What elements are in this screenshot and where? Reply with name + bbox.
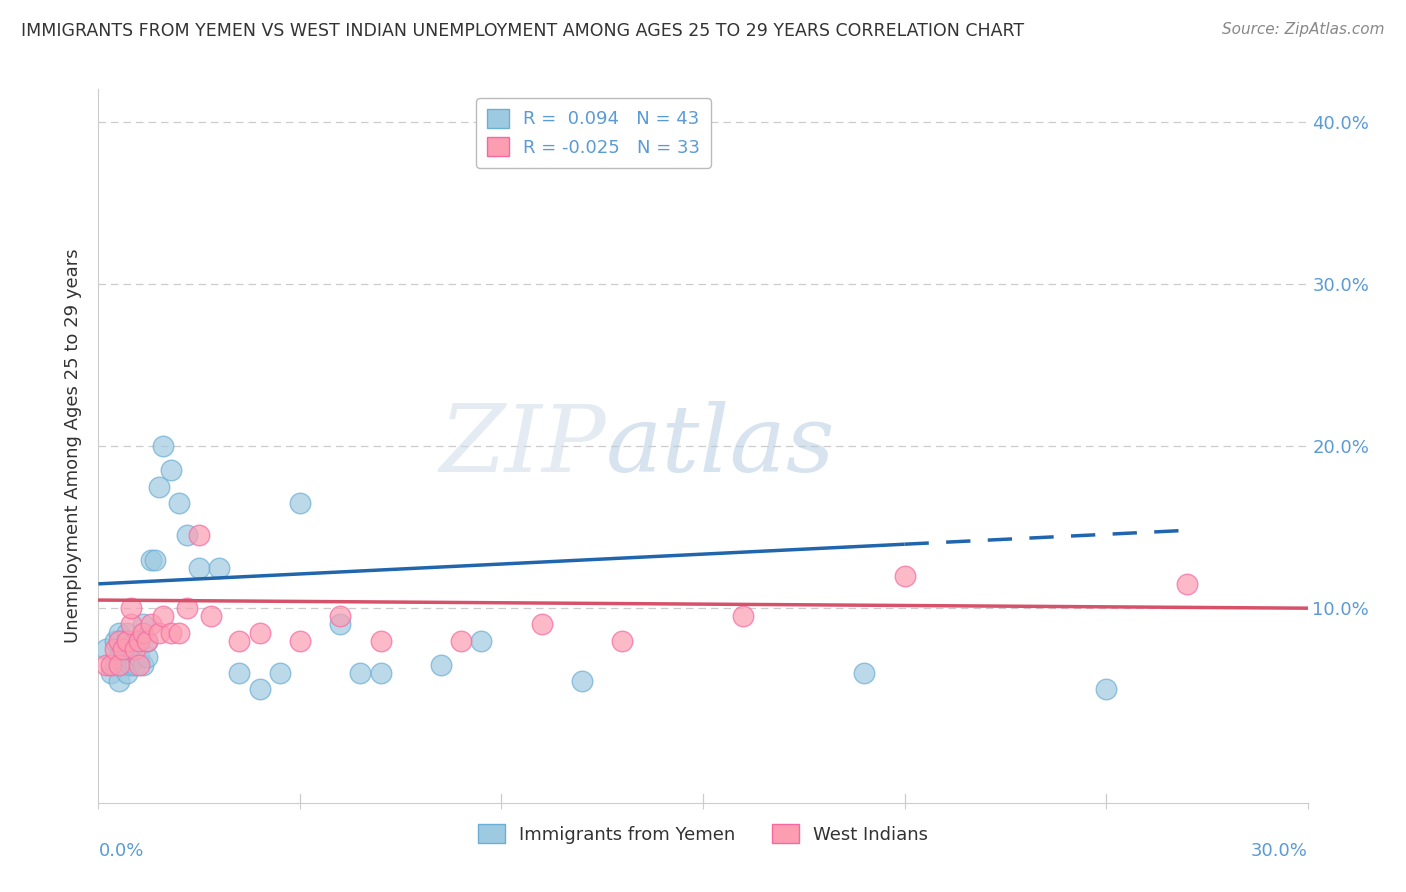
- Point: [111, 641, 134, 656]
- Point: [148, 625, 170, 640]
- Point: [103, 633, 125, 648]
- Point: [853, 666, 876, 681]
- Point: [208, 560, 231, 574]
- Point: [152, 609, 174, 624]
- Point: [733, 609, 755, 624]
- Point: [124, 633, 146, 648]
- Text: ZIP: ZIP: [440, 401, 606, 491]
- Point: [470, 633, 492, 648]
- Point: [288, 496, 311, 510]
- Point: [124, 657, 146, 672]
- Point: [124, 641, 146, 656]
- Point: [160, 625, 183, 640]
- Point: [120, 617, 142, 632]
- Text: atlas: atlas: [606, 401, 835, 491]
- Point: [188, 560, 211, 574]
- Point: [128, 633, 150, 648]
- Point: [103, 641, 125, 656]
- Text: IMMIGRANTS FROM YEMEN VS WEST INDIAN UNEMPLOYMENT AMONG AGES 25 TO 29 YEARS CORR: IMMIGRANTS FROM YEMEN VS WEST INDIAN UNE…: [21, 22, 1024, 40]
- Point: [132, 617, 155, 632]
- Point: [128, 649, 150, 664]
- Point: [111, 641, 134, 656]
- Point: [430, 657, 453, 672]
- Point: [228, 666, 250, 681]
- Point: [115, 625, 138, 640]
- Point: [135, 649, 157, 664]
- Point: [100, 657, 122, 672]
- Point: [370, 666, 392, 681]
- Point: [103, 657, 125, 672]
- Point: [139, 552, 162, 566]
- Point: [893, 568, 915, 582]
- Point: [530, 617, 553, 632]
- Point: [115, 633, 138, 648]
- Point: [167, 625, 190, 640]
- Point: [107, 633, 129, 648]
- Point: [96, 657, 118, 672]
- Text: 30.0%: 30.0%: [1251, 842, 1308, 860]
- Point: [120, 657, 142, 672]
- Legend: Immigrants from Yemen, West Indians: Immigrants from Yemen, West Indians: [471, 817, 935, 851]
- Point: [139, 617, 162, 632]
- Point: [1175, 577, 1198, 591]
- Point: [329, 617, 352, 632]
- Point: [188, 528, 211, 542]
- Point: [228, 633, 250, 648]
- Point: [132, 625, 155, 640]
- Text: 0.0%: 0.0%: [98, 842, 143, 860]
- Y-axis label: Unemployment Among Ages 25 to 29 years: Unemployment Among Ages 25 to 29 years: [63, 249, 82, 643]
- Point: [370, 633, 392, 648]
- Point: [329, 609, 352, 624]
- Point: [107, 649, 129, 664]
- Point: [120, 641, 142, 656]
- Point: [143, 552, 166, 566]
- Point: [176, 601, 198, 615]
- Point: [288, 633, 311, 648]
- Point: [135, 633, 157, 648]
- Point: [128, 633, 150, 648]
- Point: [128, 657, 150, 672]
- Point: [107, 674, 129, 689]
- Point: [450, 633, 472, 648]
- Point: [349, 666, 371, 681]
- Point: [132, 657, 155, 672]
- Point: [148, 479, 170, 493]
- Point: [612, 633, 634, 648]
- Point: [200, 609, 222, 624]
- Point: [167, 496, 190, 510]
- Point: [249, 625, 271, 640]
- Point: [152, 439, 174, 453]
- Point: [107, 625, 129, 640]
- Point: [115, 666, 138, 681]
- Point: [100, 666, 122, 681]
- Text: Source: ZipAtlas.com: Source: ZipAtlas.com: [1222, 22, 1385, 37]
- Point: [107, 657, 129, 672]
- Point: [111, 657, 134, 672]
- Point: [269, 666, 291, 681]
- Point: [96, 641, 118, 656]
- Point: [160, 463, 183, 477]
- Point: [249, 682, 271, 697]
- Point: [120, 601, 142, 615]
- Point: [571, 674, 593, 689]
- Point: [135, 633, 157, 648]
- Point: [115, 649, 138, 664]
- Point: [176, 528, 198, 542]
- Point: [1095, 682, 1118, 697]
